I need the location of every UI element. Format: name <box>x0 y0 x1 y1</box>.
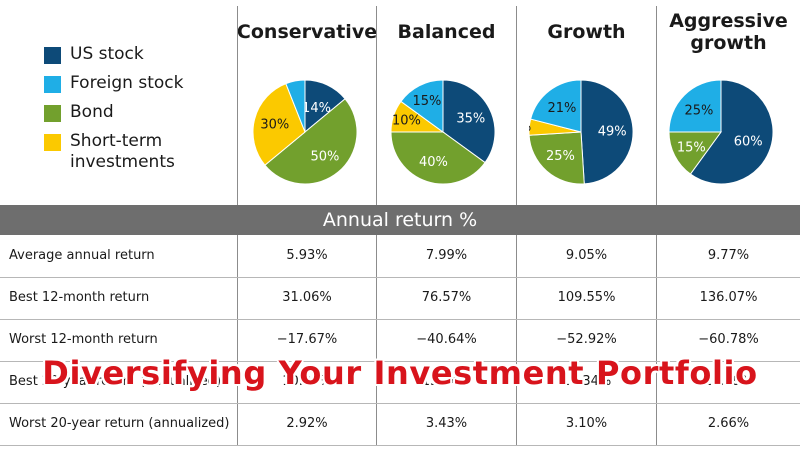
table-cell: −40.64% <box>416 332 477 347</box>
row-label: Best 12-month return <box>9 290 150 305</box>
column-divider <box>516 235 517 445</box>
pie-chart-growth: 49% 25% 5% 21% <box>529 79 634 185</box>
pie-data-label: 10% <box>392 114 421 129</box>
overlay-title: Diversifying Your Investment Portfolio <box>42 354 758 392</box>
legend-label: US stock <box>70 44 144 64</box>
table-cell: 18.49% <box>703 374 754 389</box>
column-header-growth: Growth <box>547 21 626 43</box>
column-divider <box>376 6 377 205</box>
row-divider <box>0 361 800 362</box>
table-cell: −60.78% <box>698 332 759 347</box>
pie-data-label: 30% <box>260 118 289 133</box>
table-cell: −52.92% <box>556 332 617 347</box>
pie-slice-us-stock <box>689 79 774 185</box>
legend-item-bond: Bond <box>44 102 234 131</box>
row-label: Best 20-year return (annualized) <box>9 374 222 389</box>
pie-slice-bond <box>669 131 722 175</box>
row-label: Worst 20-year return (annualized) <box>9 416 230 431</box>
pie-slice-foreign-stock <box>285 79 306 133</box>
row-divider <box>0 403 800 404</box>
column-divider <box>237 235 238 445</box>
table-cell: 76.57% <box>421 290 472 305</box>
pie-data-label: 35% <box>456 111 485 126</box>
pie-slice-foreign-stock <box>530 79 582 133</box>
table-cell: −17.67% <box>276 332 338 347</box>
legend-label: Short-term investments <box>70 131 175 172</box>
legend-swatch-us-stock <box>44 47 61 64</box>
row-divider <box>0 319 800 320</box>
legend: US stock Foreign stock Bond Short-term i… <box>44 44 234 173</box>
pie-data-label: 25% <box>684 103 713 118</box>
pie-data-label: 21% <box>547 101 576 116</box>
pie-slice-bond <box>391 131 486 185</box>
table-cell: 3.43% <box>425 416 468 431</box>
pie-data-label: 50% <box>310 150 339 165</box>
legend-item-short-term: Short-term investments <box>44 131 204 173</box>
section-title: Annual return % <box>322 209 478 231</box>
table-cell: 5.93% <box>286 248 328 263</box>
row-divider <box>0 277 800 278</box>
table-cell: 15.34% <box>561 374 612 389</box>
table-row-best-20-year: Best 20-year return (annualized) 10.98% … <box>0 361 800 403</box>
pie-chart-aggressive-growth: 60% 15% 25% <box>669 79 774 185</box>
pie-data-label: 25% <box>546 149 575 164</box>
pie-slice-foreign-stock <box>400 79 444 133</box>
table-row-worst-12-month: Worst 12-month return −17.67% −40.64% −5… <box>0 319 800 361</box>
table-row-best-12-month: Best 12-month return 31.06% 76.57% 109.5… <box>0 277 800 319</box>
column-divider <box>237 6 238 205</box>
legend-swatch-short-term <box>44 134 61 151</box>
pie-chart-conservative: 14% 50% 30% 6% <box>253 76 358 185</box>
column-header-aggressive-growth: Aggressive growth <box>669 10 788 54</box>
pie-slice-bond <box>264 98 358 185</box>
table-cell: 10.98% <box>282 374 332 389</box>
pie-data-label: 40% <box>419 155 448 170</box>
pie-data-label: 6% <box>283 76 304 78</box>
legend-item-us-stock: US stock <box>44 44 234 73</box>
row-divider <box>0 445 800 446</box>
column-header-conservative: Conservative <box>236 21 378 43</box>
table-cell: 9.77% <box>707 248 750 263</box>
pie-data-label: 5% <box>529 120 531 135</box>
table-cell: 31.06% <box>282 290 332 305</box>
column-divider <box>516 6 517 205</box>
table-cell: 2.66% <box>707 416 750 431</box>
table-cell: 9.05% <box>565 248 608 263</box>
section-band <box>0 205 800 235</box>
pie-data-label: 15% <box>412 94 441 109</box>
table-cell: 2.92% <box>286 416 328 431</box>
column-divider <box>656 6 657 205</box>
pie-slice-bond <box>529 131 585 185</box>
legend-swatch-foreign-stock <box>44 76 61 93</box>
column-header-balanced: Balanced <box>397 21 496 43</box>
row-label: Worst 12-month return <box>9 332 158 347</box>
legend-label: Foreign stock <box>70 73 184 93</box>
pie-slice-us-stock <box>442 79 496 164</box>
table-cell: 7.99% <box>425 248 468 263</box>
table-cell: 13.54% <box>421 374 472 389</box>
pie-slice-short-term-investments <box>253 83 306 166</box>
table-cell: 136.07% <box>699 290 758 305</box>
column-divider <box>376 235 377 445</box>
legend-label: Bond <box>70 102 114 122</box>
pie-data-label: 60% <box>734 134 763 149</box>
table-cell: 109.55% <box>557 290 616 305</box>
pie-chart-balanced: 35% 40% 10% 15% <box>391 79 496 185</box>
pie-data-label: 14% <box>302 101 331 116</box>
pie-slice-foreign-stock <box>669 79 722 133</box>
table-cell: 3.10% <box>565 416 608 431</box>
table-row-average-annual-return: Average annual return 5.93% 7.99% 9.05% … <box>0 235 800 277</box>
legend-swatch-bond <box>44 105 61 122</box>
table-row-worst-20-year: Worst 20-year return (annualized) 2.92% … <box>0 403 800 445</box>
row-label: Average annual return <box>9 248 155 263</box>
pie-data-label: 49% <box>598 125 627 140</box>
legend-item-foreign-stock: Foreign stock <box>44 73 234 102</box>
pie-data-label: 15% <box>677 141 706 156</box>
column-divider <box>656 235 657 445</box>
pie-slice-us-stock <box>580 79 634 185</box>
